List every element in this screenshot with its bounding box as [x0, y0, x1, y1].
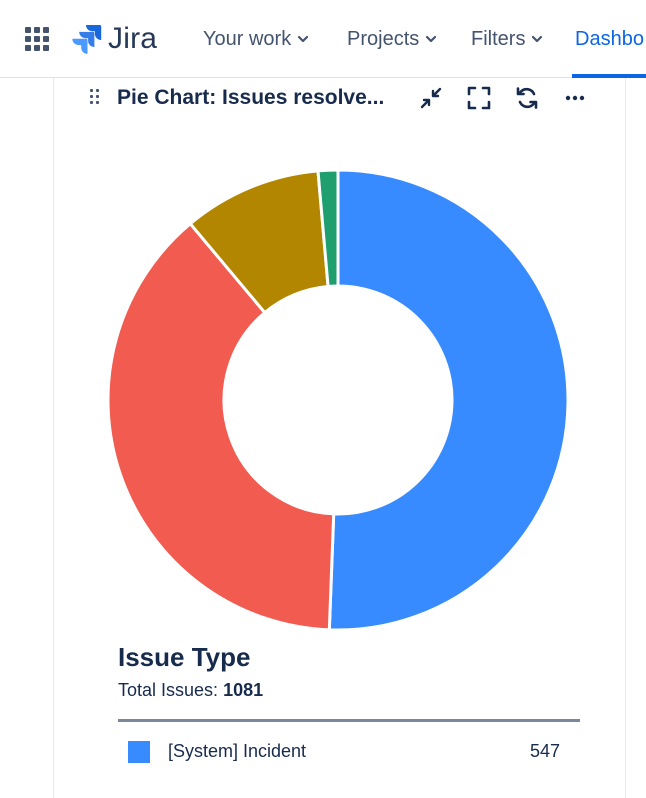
- chevron-down-icon: [426, 35, 437, 43]
- total-issues-value: 1081: [223, 680, 264, 700]
- nav-projects[interactable]: Projects: [347, 26, 437, 52]
- nav-dashboards-label: Dashbo: [575, 27, 644, 50]
- top-navigation-bar: Jira Your work Projects Filters Dashbo: [0, 0, 646, 78]
- refresh-button[interactable]: [513, 84, 541, 112]
- nav-active-indicator: [572, 74, 646, 78]
- jira-logo-icon: [72, 25, 102, 54]
- nav-your-work[interactable]: Your work: [203, 26, 309, 52]
- nav-filters-label: Filters: [471, 27, 526, 50]
- more-actions-button[interactable]: [561, 84, 589, 112]
- nav-dashboards[interactable]: Dashbo: [575, 26, 644, 52]
- more-icon: [565, 95, 585, 101]
- issue-type-donut-chart: [106, 168, 570, 632]
- fullscreen-button[interactable]: [465, 84, 493, 112]
- nav-filters[interactable]: Filters: [471, 26, 543, 52]
- total-issues: Total Issues: 1081: [118, 680, 263, 701]
- legend-row-incident[interactable]: [System] Incident 547: [118, 738, 580, 766]
- legend-swatch: [128, 741, 150, 763]
- gadget-title: Pie Chart: Issues resolve...: [117, 86, 385, 109]
- minimize-icon: [420, 87, 442, 109]
- legend-divider: [118, 719, 580, 722]
- chevron-down-icon: [298, 35, 309, 43]
- fullscreen-icon: [467, 86, 491, 110]
- legend-count: 547: [529, 741, 560, 761]
- refresh-icon: [516, 87, 538, 109]
- legend-label: [System] Incident: [168, 741, 307, 761]
- total-issues-label: Total Issues:: [118, 680, 219, 700]
- minimize-button[interactable]: [417, 84, 445, 112]
- app-switcher-icon[interactable]: [25, 27, 50, 52]
- jira-logo[interactable]: Jira: [70, 22, 157, 56]
- nav-projects-label: Projects: [347, 27, 420, 50]
- pie-slice-0[interactable]: [327, 168, 570, 632]
- app-title: Jira: [108, 22, 158, 55]
- legend-title: Issue Type: [118, 642, 251, 672]
- drag-handle-icon[interactable]: [88, 88, 102, 106]
- chevron-down-icon: [532, 35, 543, 43]
- pie-slice-3[interactable]: [316, 168, 340, 289]
- nav-your-work-label: Your work: [203, 27, 292, 50]
- pie-slice-1[interactable]: [106, 221, 336, 632]
